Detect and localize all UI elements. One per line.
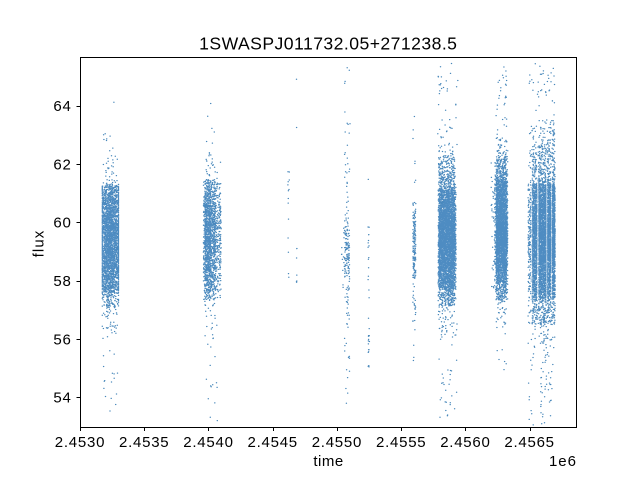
svg-text:2.4530: 2.4530 bbox=[55, 434, 105, 451]
svg-text:54: 54 bbox=[53, 390, 71, 407]
svg-text:2.4540: 2.4540 bbox=[183, 434, 233, 451]
svg-text:2.4555: 2.4555 bbox=[376, 434, 426, 451]
svg-text:64: 64 bbox=[53, 98, 71, 115]
svg-text:flux: flux bbox=[31, 230, 48, 258]
svg-text:56: 56 bbox=[53, 331, 71, 348]
svg-text:time: time bbox=[313, 453, 343, 470]
svg-text:2.4550: 2.4550 bbox=[312, 434, 362, 451]
svg-text:2.4535: 2.4535 bbox=[119, 434, 169, 451]
svg-text:62: 62 bbox=[53, 156, 71, 173]
svg-text:60: 60 bbox=[53, 215, 71, 232]
svg-text:58: 58 bbox=[53, 273, 71, 290]
svg-text:2.4560: 2.4560 bbox=[440, 434, 490, 451]
svg-text:1e6: 1e6 bbox=[549, 453, 577, 470]
svg-text:2.4545: 2.4545 bbox=[248, 434, 298, 451]
svg-text:2.4565: 2.4565 bbox=[504, 434, 554, 451]
svg-text:1SWASPJ011732.05+271238.5: 1SWASPJ011732.05+271238.5 bbox=[199, 33, 457, 53]
